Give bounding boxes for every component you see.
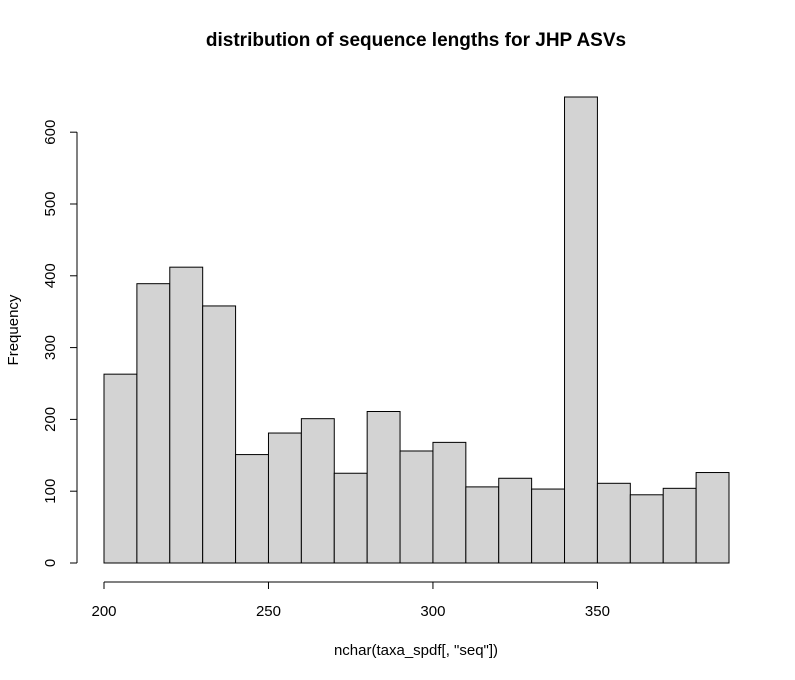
bar-360-370: [629, 494, 664, 564]
bar-310-320: [465, 486, 500, 564]
bar-290-300: [399, 450, 434, 564]
bar-240-250: [235, 454, 269, 564]
x-tick-label-300: 300: [420, 603, 445, 620]
x-axis: 200 250 300 350: [91, 581, 610, 620]
bar-280-290: [366, 410, 401, 564]
y-tick-label-200: 200: [42, 407, 59, 432]
bar-220-230: [169, 266, 204, 564]
y-tick-label-300: 300: [42, 335, 59, 360]
bar-340-350: [564, 96, 598, 564]
bar-330-340: [531, 488, 566, 564]
bar-230-240: [202, 305, 237, 564]
x-tick-label-350: 350: [585, 603, 610, 620]
bar-200-210: [103, 373, 138, 564]
bar-380-390: [695, 472, 730, 564]
bar-370-380: [662, 487, 697, 564]
bar-250-260: [267, 432, 302, 564]
bar-260-270: [300, 418, 335, 564]
bar-210-220: [136, 283, 171, 564]
y-tick-label-0: 0: [42, 559, 59, 567]
bar-320-330: [498, 477, 533, 564]
y-tick-label-500: 500: [42, 191, 59, 216]
bar-270-280: [333, 472, 368, 564]
bar-350-360: [596, 482, 631, 564]
x-axis-label: nchar(taxa_spdf[, "seq"]): [334, 642, 498, 659]
y-tick-label-400: 400: [42, 263, 59, 288]
chart-title: distribution of sequence lengths for JHP…: [206, 30, 626, 51]
y-axis-label: Frequency: [5, 294, 22, 365]
bars-group: [103, 96, 730, 564]
x-tick-label-250: 250: [256, 603, 281, 620]
y-tick-label-600: 600: [42, 120, 59, 145]
y-axis: 0 100 200 300 400 500 600: [42, 120, 78, 567]
bar-300-310: [432, 441, 467, 564]
x-tick-label-200: 200: [91, 603, 116, 620]
y-tick-label-100: 100: [42, 479, 59, 504]
